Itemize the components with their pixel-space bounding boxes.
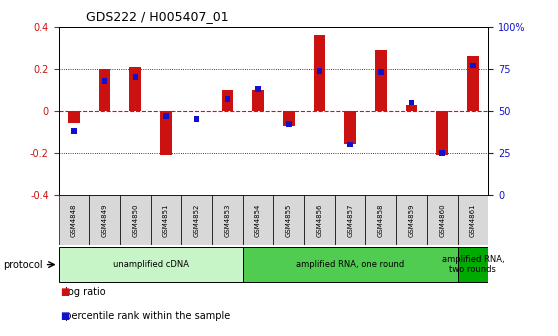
Bar bbox=[467, 56, 479, 111]
Text: GDS222 / H005407_01: GDS222 / H005407_01 bbox=[86, 10, 229, 24]
Bar bbox=[335, 195, 365, 245]
Bar bbox=[273, 195, 304, 245]
Bar bbox=[194, 116, 199, 122]
Bar bbox=[151, 195, 181, 245]
Bar bbox=[99, 69, 110, 111]
Text: unamplified cDNA: unamplified cDNA bbox=[113, 260, 189, 269]
Bar bbox=[59, 195, 89, 245]
Text: GSM4853: GSM4853 bbox=[224, 203, 230, 237]
Text: GSM4859: GSM4859 bbox=[408, 203, 415, 237]
Bar bbox=[314, 35, 325, 111]
Text: amplified RNA,
two rounds: amplified RNA, two rounds bbox=[441, 255, 504, 274]
Text: GSM4849: GSM4849 bbox=[102, 203, 108, 237]
Bar bbox=[409, 99, 414, 106]
Bar bbox=[396, 195, 427, 245]
Bar bbox=[286, 121, 291, 127]
Bar bbox=[102, 78, 107, 84]
Bar bbox=[71, 128, 76, 134]
Text: GSM4856: GSM4856 bbox=[316, 203, 323, 237]
Bar bbox=[163, 113, 169, 119]
Text: percentile rank within the sample: percentile rank within the sample bbox=[59, 311, 230, 321]
Text: GSM4855: GSM4855 bbox=[286, 203, 292, 237]
Bar bbox=[283, 111, 295, 126]
Bar bbox=[348, 141, 353, 148]
Bar bbox=[427, 195, 458, 245]
Text: ■: ■ bbox=[60, 287, 70, 297]
Text: GSM4852: GSM4852 bbox=[194, 203, 200, 237]
Bar bbox=[406, 104, 417, 111]
Text: GSM4850: GSM4850 bbox=[132, 203, 138, 237]
Text: GSM4858: GSM4858 bbox=[378, 203, 384, 237]
Bar bbox=[375, 50, 387, 111]
Text: GSM4851: GSM4851 bbox=[163, 203, 169, 237]
Bar bbox=[89, 195, 120, 245]
Text: GSM4848: GSM4848 bbox=[71, 203, 77, 237]
Bar bbox=[59, 247, 243, 282]
Bar bbox=[458, 195, 488, 245]
Bar bbox=[129, 67, 141, 111]
Bar bbox=[133, 74, 138, 80]
Bar bbox=[120, 195, 151, 245]
Text: amplified RNA, one round: amplified RNA, one round bbox=[296, 260, 404, 269]
Bar bbox=[436, 111, 448, 155]
Bar bbox=[160, 111, 172, 155]
Bar bbox=[344, 111, 356, 144]
Text: GSM4860: GSM4860 bbox=[439, 203, 445, 237]
Bar bbox=[212, 195, 243, 245]
Bar bbox=[304, 195, 335, 245]
Text: GSM4861: GSM4861 bbox=[470, 203, 476, 237]
Bar bbox=[225, 96, 230, 102]
Text: log ratio: log ratio bbox=[59, 287, 105, 297]
Bar bbox=[222, 90, 233, 111]
Bar bbox=[365, 195, 396, 245]
Bar bbox=[378, 69, 383, 75]
Text: GSM4857: GSM4857 bbox=[347, 203, 353, 237]
Text: ■: ■ bbox=[60, 311, 70, 321]
Bar bbox=[243, 195, 273, 245]
Bar bbox=[458, 247, 488, 282]
Bar bbox=[440, 150, 445, 156]
Bar bbox=[470, 62, 475, 69]
Bar bbox=[252, 90, 264, 111]
Bar bbox=[181, 195, 212, 245]
Text: GSM4854: GSM4854 bbox=[255, 203, 261, 237]
Bar bbox=[256, 86, 261, 92]
Bar bbox=[68, 111, 80, 124]
Bar bbox=[317, 68, 322, 74]
Text: protocol: protocol bbox=[3, 260, 42, 269]
Bar bbox=[243, 247, 458, 282]
